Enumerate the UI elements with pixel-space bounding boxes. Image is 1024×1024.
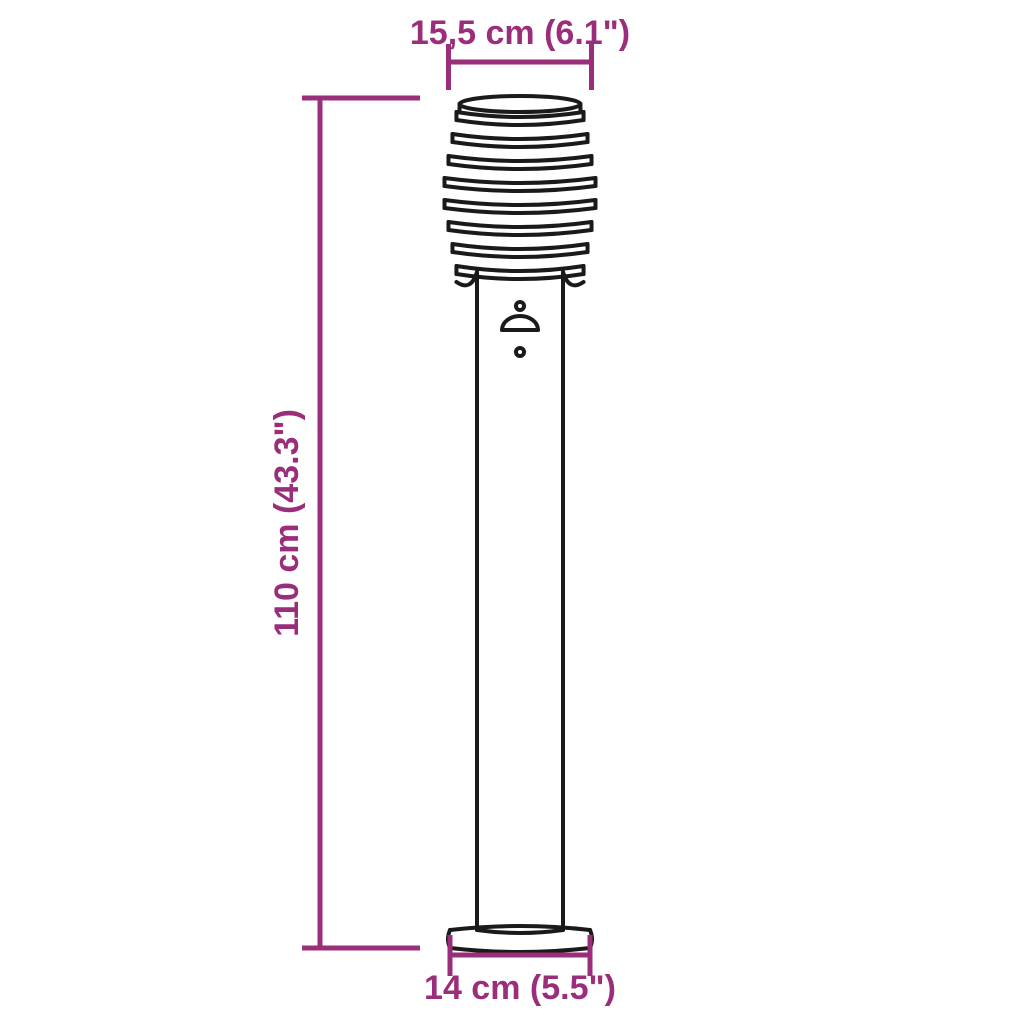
dimension-label-top: 15,5 cm (6.1"): [410, 14, 630, 52]
dimension-label-bottom: 14 cm (5.5"): [424, 969, 616, 1007]
dimension-label-left: 110 cm (43.3"): [268, 409, 306, 637]
lamp-outline: [444, 96, 595, 952]
